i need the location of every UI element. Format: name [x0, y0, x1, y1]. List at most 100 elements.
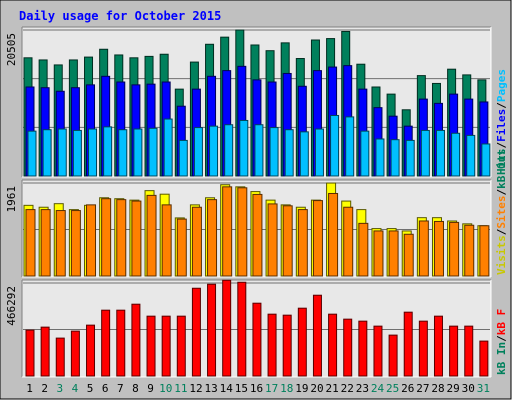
series-kb-f: [25, 279, 489, 377]
bar-pages-day-23: [360, 130, 370, 177]
bar-kb-f-day-5: [86, 324, 96, 377]
bar-kb-f-day-4: [70, 330, 80, 377]
bar-pages-day-1: [27, 130, 37, 177]
bar-kb-f-day-29: [449, 325, 459, 377]
bar-pages-day-15: [239, 119, 249, 177]
bar-sites-day-17: [267, 203, 278, 277]
bar-sites-day-30: [464, 224, 475, 277]
bar-kb-f-day-18: [282, 314, 292, 377]
legend-item: /: [495, 142, 508, 149]
bar-kb-f-day-13: [207, 283, 217, 377]
bar-kb-f-day-25: [388, 334, 398, 377]
x-tick-label-day-16: 16: [250, 382, 263, 395]
bar-sites-day-16: [252, 193, 263, 277]
bar-pages-day-7: [118, 129, 128, 177]
bar-sites-day-18: [282, 205, 293, 277]
x-tick-label-day-12: 12: [189, 382, 202, 395]
bar-pages-day-2: [42, 129, 52, 177]
bar-sites-day-1: [25, 209, 36, 277]
bar-pages-day-17: [269, 127, 279, 177]
y-max-label: 466292: [5, 286, 18, 326]
bar-kb-f-day-17: [267, 313, 277, 377]
bar-kb-f-day-30: [464, 325, 474, 377]
bar-kb-f-day-2: [40, 326, 50, 377]
bar-pages-day-25: [390, 139, 400, 177]
bar-sites-day-26: [403, 233, 414, 277]
x-tick-label-day-27: 27: [416, 382, 429, 395]
x-tick-label-day-2: 2: [41, 382, 48, 395]
x-tick-label-day-8: 8: [132, 382, 139, 395]
x-axis-day-labels: 1 2 3 4 5 6 7 8 9 10 11 12 13 14 15 16 17 18 19 20 21 22 23 24 2…: [26, 382, 490, 395]
legend-label: Visits/Sites/kB Out: [495, 149, 508, 275]
bar-sites-day-27: [418, 220, 429, 277]
bar-kb-f-day-6: [101, 309, 111, 377]
legend-item: /: [495, 102, 508, 109]
legend-item: /: [495, 335, 508, 342]
bar-kb-f-day-11: [176, 315, 186, 377]
bar-sites-day-31: [479, 225, 490, 277]
bar-pages-day-31: [481, 143, 491, 177]
x-tick-label-day-5: 5: [87, 382, 94, 395]
bar-kb-f-day-28: [433, 315, 443, 377]
bar-pages-day-3: [57, 128, 67, 177]
bar-sites-day-4: [70, 210, 81, 277]
bar-sites-day-29: [449, 221, 460, 277]
bar-pages-day-16: [254, 124, 264, 177]
bar-sites-day-23: [358, 222, 369, 277]
x-tick-label-day-26: 26: [401, 382, 414, 395]
bar-kb-f-day-31: [479, 340, 489, 377]
x-tick-label-day-25: 25: [386, 382, 399, 395]
x-tick-label-day-11: 11: [174, 382, 187, 395]
legend-label: kB In/kB F: [495, 309, 508, 375]
bar-pages-day-30: [466, 134, 476, 177]
bar-sites-day-21: [328, 192, 339, 277]
bar-pages-day-29: [451, 132, 461, 177]
bar-pages-day-9: [148, 127, 158, 177]
bar-kb-f-day-15: [237, 281, 247, 377]
x-tick-label-day-29: 29: [447, 382, 460, 395]
legend-item: Files: [495, 109, 508, 142]
bar-sites-day-8: [131, 200, 142, 277]
bar-kb-f-day-19: [297, 307, 307, 377]
x-tick-label-day-31: 31: [477, 382, 490, 395]
x-tick-label-day-24: 24: [371, 382, 385, 395]
bar-sites-day-5: [86, 204, 97, 277]
series-sites: [25, 186, 490, 277]
bar-kb-f-day-27: [418, 320, 428, 377]
bar-pages-day-24: [375, 138, 385, 177]
bar-kb-f-day-10: [161, 315, 171, 377]
bar-sites-day-12: [191, 206, 202, 277]
bar-pages-day-14: [224, 124, 234, 177]
bar-sites-day-25: [388, 230, 399, 277]
legend-label: Hits/Files/Pages: [495, 69, 508, 175]
x-tick-label-day-13: 13: [204, 382, 217, 395]
legend-item: kB Out: [495, 149, 508, 189]
x-tick-label-day-14: 14: [220, 382, 234, 395]
bar-kb-f-day-12: [191, 287, 201, 377]
bar-pages-day-12: [193, 127, 203, 177]
panels-layer: 20505Hits/Files/Pages1961Visits/Sites/kB…: [5, 26, 508, 378]
bar-sites-day-11: [176, 218, 187, 277]
bar-sites-day-6: [101, 198, 112, 277]
series-pages: [27, 114, 491, 177]
bar-kb-f-day-20: [312, 294, 322, 377]
bar-pages-day-18: [284, 129, 294, 177]
bar-pages-day-19: [299, 131, 309, 177]
bar-kb-f-day-21: [328, 313, 338, 377]
bar-pages-day-27: [420, 129, 430, 177]
bar-pages-day-13: [209, 125, 219, 177]
bar-sites-day-15: [237, 187, 248, 277]
x-tick-label-day-9: 9: [147, 382, 154, 395]
legend-item: Sites: [495, 196, 508, 229]
bar-sites-day-9: [146, 194, 157, 277]
bar-pages-day-28: [435, 129, 445, 177]
bar-pages-day-8: [133, 128, 143, 177]
x-tick-label-day-18: 18: [280, 382, 293, 395]
bar-kb-f-day-3: [55, 337, 65, 377]
legend-item: /: [495, 228, 508, 235]
bar-pages-day-22: [345, 116, 355, 177]
